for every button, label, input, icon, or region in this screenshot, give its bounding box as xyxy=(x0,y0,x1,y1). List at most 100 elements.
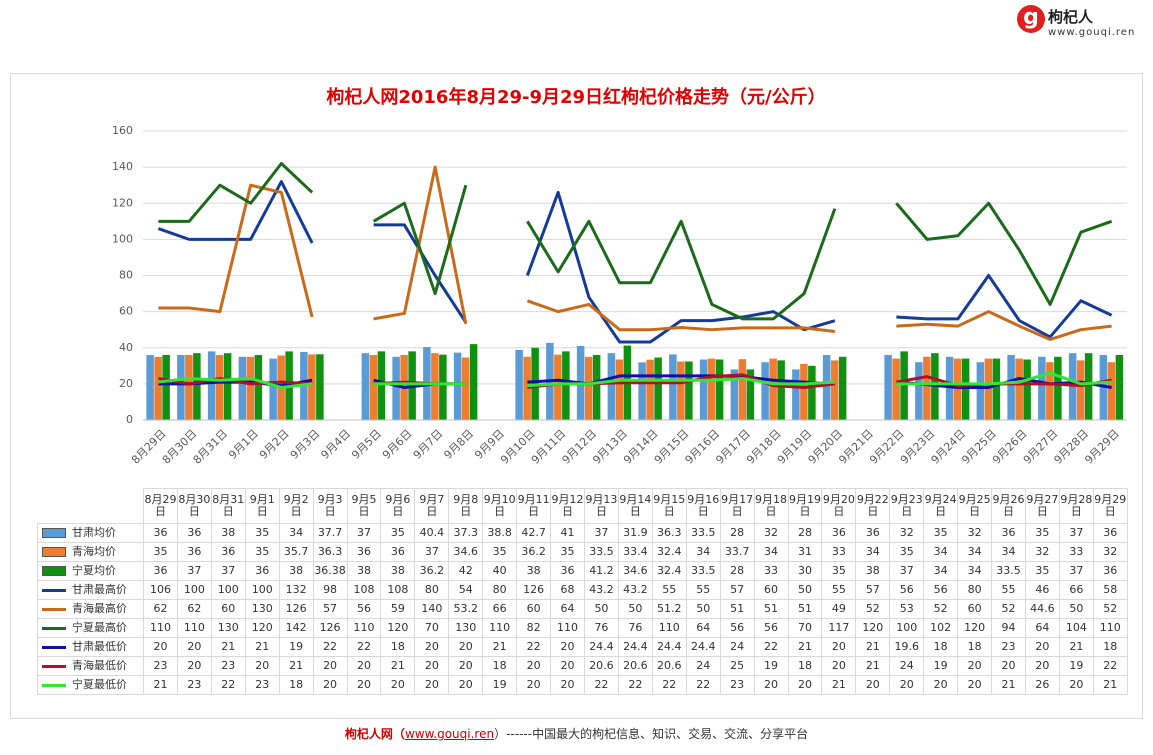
table-cell: 23 xyxy=(719,675,755,695)
legend-cell: 甘肃最高价 xyxy=(37,580,144,600)
table-cell: 60 xyxy=(516,599,552,619)
table-cell: 117 xyxy=(821,618,857,638)
table-cell: 35 xyxy=(923,523,959,543)
table-cell: 34.6 xyxy=(448,542,484,562)
table-cell: 110 xyxy=(1092,618,1128,638)
table-cell: 34 xyxy=(278,523,314,543)
table-cell: 36 xyxy=(1092,523,1128,543)
table-cell: 51 xyxy=(787,599,823,619)
bar xyxy=(316,354,324,420)
table-cell: 35 xyxy=(550,542,585,562)
table-cell: 32 xyxy=(1092,542,1128,562)
table-cell: 22 xyxy=(583,675,619,695)
header-cell: 9月17日 xyxy=(719,488,755,524)
table-cell: 55 xyxy=(651,580,687,600)
table-cell: 20 xyxy=(923,675,959,695)
bar xyxy=(246,356,255,420)
table-cell: 52 xyxy=(855,599,891,619)
table-cell: 33.5 xyxy=(991,561,1026,581)
table-cell: 32 xyxy=(889,523,925,543)
table-cell: 38 xyxy=(278,561,314,581)
table-cell: 35 xyxy=(482,542,518,562)
table-cell: 20 xyxy=(516,656,552,676)
bar xyxy=(592,354,601,420)
table-cell: 66 xyxy=(482,599,518,619)
header-cell: 9月22日 xyxy=(855,488,891,524)
table-cell: 130 xyxy=(244,599,280,619)
table-cell: 35 xyxy=(1024,561,1060,581)
header-cell: 9月25日 xyxy=(957,488,993,524)
table-cell: 44.6 xyxy=(1024,599,1060,619)
table-cell: 20 xyxy=(550,637,585,657)
table-cell: 108 xyxy=(346,580,382,600)
bar xyxy=(800,364,808,420)
bar xyxy=(915,362,923,420)
table-cell: 62 xyxy=(176,599,212,619)
table-cell: 33.5 xyxy=(685,523,721,543)
table-cell: 38 xyxy=(346,561,382,581)
bar xyxy=(607,353,616,420)
footer: 枸杞人网（www.gouqi.ren）------中国最大的枸杞信息、知识、交易… xyxy=(0,725,1153,742)
header-row: 8月29日 8月30日 8月31日 9月1日 9月2日 9月3日 9月5日 9月6日 9月7日 9… xyxy=(38,488,1128,524)
bar xyxy=(615,359,624,420)
table-cell: 34 xyxy=(685,542,721,562)
bar xyxy=(992,358,1001,420)
table-cell: 19 xyxy=(482,675,518,695)
table-cell: 102 xyxy=(923,618,959,638)
table-cell: 20 xyxy=(550,656,585,676)
table-cell: 21 xyxy=(1058,637,1094,657)
table-cell: 21 xyxy=(380,656,416,676)
table-cell: 20 xyxy=(957,675,993,695)
y-tick-label: 40 xyxy=(119,341,133,354)
table-cell: 23 xyxy=(210,656,246,676)
header-cell: 9月12日 xyxy=(550,488,585,524)
table-cell: 76 xyxy=(617,618,653,638)
table-cell: 57 xyxy=(312,599,348,619)
table-cell: 36 xyxy=(176,523,212,543)
table-cell: 34 xyxy=(991,542,1026,562)
table-cell: 21 xyxy=(143,675,178,695)
bar xyxy=(308,354,316,420)
table-cell: 38 xyxy=(210,523,246,543)
table-cell: 55 xyxy=(685,580,721,600)
table-cell: 20 xyxy=(991,656,1026,676)
table-cell: 142 xyxy=(278,618,314,638)
table-cell: 22 xyxy=(651,675,687,695)
table-cell: 46 xyxy=(1024,580,1060,600)
legend-cell: 青海最低价 xyxy=(37,656,144,676)
table-cell: 20 xyxy=(550,675,585,695)
table-cell: 70 xyxy=(787,618,823,638)
table-cell: 98 xyxy=(312,580,348,600)
legend-swatch xyxy=(42,645,66,649)
table-cell: 32.4 xyxy=(651,542,687,562)
legend-cell: 宁夏均价 xyxy=(37,561,144,581)
header-cell: 9月3日 xyxy=(312,488,348,524)
header-cell: 9月28日 xyxy=(1058,488,1094,524)
table-cell: 130 xyxy=(210,618,246,638)
table-cell: 20 xyxy=(346,675,382,695)
legend-label: 青海均价 xyxy=(72,545,116,558)
table-cell: 28 xyxy=(719,561,755,581)
table-cell: 50 xyxy=(583,599,619,619)
table-cell: 37.7 xyxy=(312,523,348,543)
table-cell: 35 xyxy=(244,542,280,562)
bar xyxy=(984,358,993,420)
table-row: 甘肃均价 36 36 38 35 34 37.7 37 35 40.4 37.3 38.8 42.7 41… xyxy=(37,523,1128,543)
table-cell: 19 xyxy=(278,637,314,657)
bar xyxy=(638,362,646,420)
header-cell: 9月19日 xyxy=(787,488,823,524)
table-cell: 21 xyxy=(855,656,891,676)
bar xyxy=(254,354,263,420)
legend-swatch xyxy=(42,528,66,538)
table-cell: 80 xyxy=(414,580,450,600)
table-cell: 56 xyxy=(889,580,925,600)
table-cell: 20 xyxy=(889,675,925,695)
bar xyxy=(461,357,470,420)
bar xyxy=(215,354,224,420)
bar xyxy=(193,353,201,420)
bar xyxy=(646,359,654,420)
footer-url: www.gouqi.ren xyxy=(404,727,495,741)
x-tick-label: 8月31日 xyxy=(191,427,231,467)
table-cell: 21 xyxy=(210,637,246,657)
